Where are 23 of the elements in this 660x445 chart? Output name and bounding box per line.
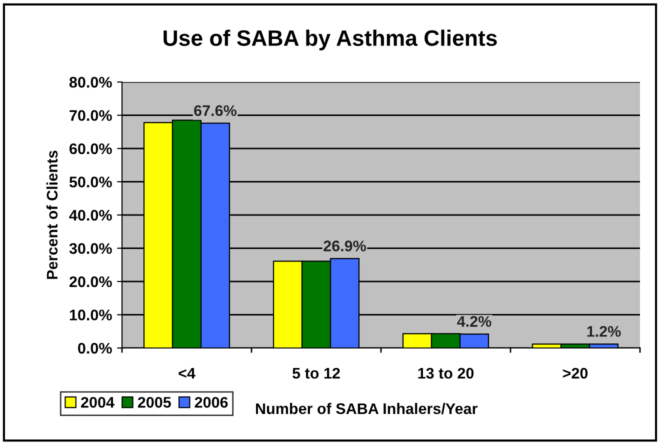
legend-label: 2006 xyxy=(194,396,228,408)
y-tick-label: 70.0% xyxy=(70,110,112,121)
y-tick-label: 40.0% xyxy=(69,210,112,221)
y-tick-label: 60.0% xyxy=(70,143,112,154)
x-axis-title: Number of SABA Inhalers/Year xyxy=(256,402,478,414)
y-tick-label: 50.0% xyxy=(69,176,112,188)
y-tick-label: 20.0% xyxy=(69,276,112,288)
x-tick-label: >20 xyxy=(562,368,588,379)
data-label: 4.2% xyxy=(457,316,492,327)
x-tick-label: 5 to 12 xyxy=(292,368,340,379)
x-tick-label: 13 to 20 xyxy=(418,368,474,379)
legend-label: 2005 xyxy=(138,396,171,408)
x-tick-label: <4 xyxy=(178,368,196,379)
data-label: 67.6% xyxy=(194,105,236,116)
y-tick-label: 80.0% xyxy=(69,76,112,88)
data-label: 26.9% xyxy=(324,240,366,252)
data-label: 1.2% xyxy=(587,326,621,337)
legend-label: 2004 xyxy=(81,396,114,408)
chart-title: Use of SABA by Asthma Clients xyxy=(164,30,497,50)
y-axis-title: Percent of Clients xyxy=(46,150,58,279)
y-tick-label: 0.0% xyxy=(78,342,112,354)
y-tick-label: 30.0% xyxy=(69,243,112,254)
y-tick-label: 10.0% xyxy=(70,310,112,320)
